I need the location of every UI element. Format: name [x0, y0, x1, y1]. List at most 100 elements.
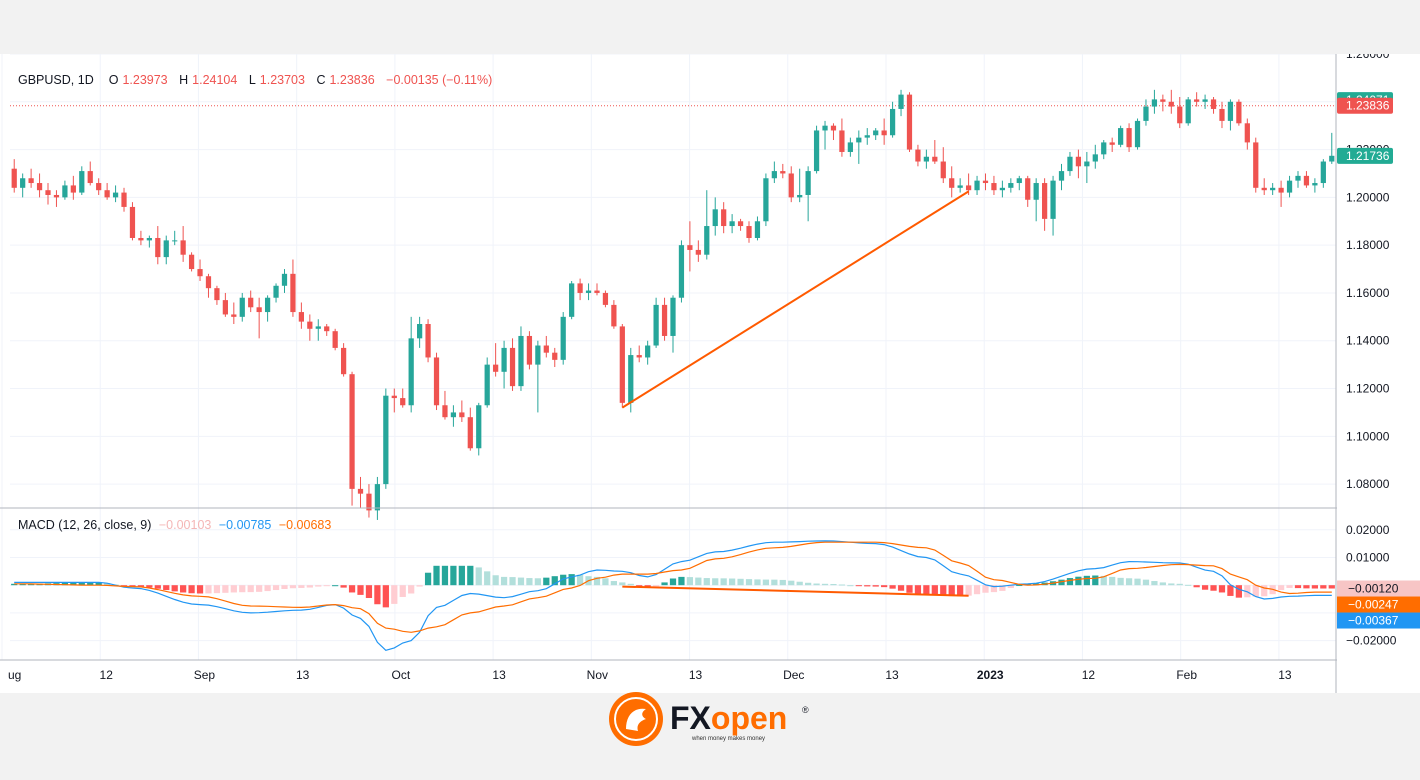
- macd-histogram-bar: [796, 581, 803, 586]
- candle-body: [822, 125, 828, 131]
- time-tick-label: Oct: [392, 668, 411, 682]
- candle-body: [847, 142, 853, 152]
- candle-body: [501, 347, 507, 372]
- macd-histogram-bar: [1176, 583, 1183, 586]
- candle-body: [87, 171, 93, 184]
- candle-body: [965, 185, 972, 191]
- macd-histogram-bar: [576, 574, 584, 586]
- ohlc-low: L 1.23703: [248, 73, 305, 87]
- price-tag-label: 1.21736: [1346, 149, 1390, 163]
- macd-histogram-bar: [973, 585, 981, 595]
- candle-body: [433, 357, 440, 406]
- candle-body: [889, 108, 896, 136]
- signal-line: [14, 541, 1332, 633]
- macd-histogram-bar: [864, 585, 871, 587]
- macd-histogram-bar: [289, 585, 297, 589]
- candle-body: [459, 412, 465, 418]
- ohlc-close: C 1.23836: [316, 73, 375, 87]
- macd-histogram-bar: [990, 585, 998, 593]
- macd-histogram-bar: [610, 581, 617, 586]
- macd-histogram-bar: [340, 585, 347, 588]
- macd-histogram-bar: [1134, 578, 1141, 586]
- macd-histogram-bar: [1159, 582, 1166, 586]
- macd-histogram-bar: [1100, 575, 1107, 586]
- candle-body: [611, 304, 617, 327]
- candle-body: [450, 412, 457, 418]
- candle-body: [146, 237, 152, 241]
- ohlc-open: O 1.23973: [108, 73, 168, 87]
- candle-body: [704, 226, 710, 255]
- candle-body: [357, 488, 364, 494]
- price-tick-label: 1.10000: [1346, 429, 1390, 443]
- macd-histogram-bar: [239, 585, 246, 593]
- candle-body: [754, 221, 761, 238]
- macd-signal-value: −0.00683: [278, 518, 332, 532]
- candle-body: [949, 178, 955, 188]
- macd-histogram-bar: [1151, 581, 1158, 586]
- candle-body: [155, 237, 161, 258]
- macd-histogram-bar: [754, 579, 761, 586]
- candle-body: [324, 326, 330, 332]
- macd-legend: MACD (12, 26, close, 9) −0.00103 −0.0078…: [18, 518, 335, 532]
- candle-body: [636, 355, 642, 358]
- macd-histogram-bar: [424, 572, 432, 586]
- macd-histogram-bar: [712, 578, 719, 586]
- macd-tick-label: −0.02000: [1346, 634, 1397, 648]
- macd-tag: [1337, 596, 1420, 613]
- macd-histogram-bar: [1142, 579, 1150, 586]
- candle-body: [932, 156, 938, 162]
- candle-body: [273, 285, 279, 298]
- macd-histogram-bar: [517, 577, 525, 586]
- macd-tag-label: −0.00120: [1348, 582, 1399, 596]
- macd-histogram-bar: [382, 585, 389, 608]
- candle-body: [1312, 183, 1318, 186]
- candle-body: [1058, 171, 1065, 181]
- macd-histogram-bar: [1277, 585, 1285, 591]
- macd-line: [14, 540, 1332, 651]
- macd-histogram-bar: [855, 585, 862, 587]
- macd-histogram-bar: [737, 578, 744, 586]
- candle-body: [1194, 99, 1200, 102]
- macd-histogram-bar: [695, 577, 702, 586]
- candle-body: [569, 283, 575, 317]
- macd-histogram-bar: [678, 576, 685, 586]
- macd-histogram-bar: [838, 584, 846, 586]
- candle-body: [484, 364, 490, 406]
- candle-body: [307, 321, 313, 329]
- candle-body: [163, 240, 169, 258]
- candle-body: [1320, 161, 1326, 184]
- macd-histogram-bar: [897, 585, 905, 591]
- candle-body: [400, 398, 406, 406]
- logo-registered: ®: [802, 705, 809, 715]
- price-tick-label: 1.08000: [1346, 477, 1390, 491]
- macd-histogram-bar: [813, 583, 820, 586]
- macd-histogram-bar: [458, 565, 465, 586]
- macd-histogram-bar: [120, 585, 128, 587]
- macd-histogram-bar: [1125, 578, 1133, 586]
- macd-histogram-bar: [1252, 585, 1259, 597]
- ohlc-change: −0.00135 (−0.11%): [386, 73, 493, 87]
- macd-histogram-bar: [205, 585, 212, 594]
- candle-body: [864, 135, 870, 138]
- candle-body: [1177, 106, 1183, 124]
- macd-histogram-bar: [357, 585, 364, 595]
- macd-histogram-bar: [1024, 583, 1031, 586]
- ohlc-high: H 1.24104: [179, 73, 238, 87]
- macd-histogram-bar: [669, 578, 677, 586]
- candle-body: [417, 324, 423, 339]
- time-tick-label: Nov: [587, 668, 608, 682]
- candle-body: [526, 335, 533, 365]
- macd-histogram-bar: [1109, 576, 1116, 586]
- time-tick-label: 13: [1278, 668, 1292, 682]
- candle-body: [957, 185, 963, 188]
- logo-emblem-icon: [609, 692, 663, 746]
- chart-card: 1.260001.240001.220001.200001.180001.160…: [0, 54, 1420, 693]
- macd-histogram-bar: [87, 582, 94, 586]
- price-tick-label: 1.18000: [1346, 238, 1390, 252]
- candle-body: [687, 245, 693, 250]
- macd-histogram-bar: [1311, 585, 1319, 589]
- macd-histogram-bar: [213, 585, 221, 594]
- macd-histogram-bar: [1117, 577, 1124, 586]
- candle-body: [340, 347, 347, 375]
- interval-label: , 1D: [70, 73, 94, 87]
